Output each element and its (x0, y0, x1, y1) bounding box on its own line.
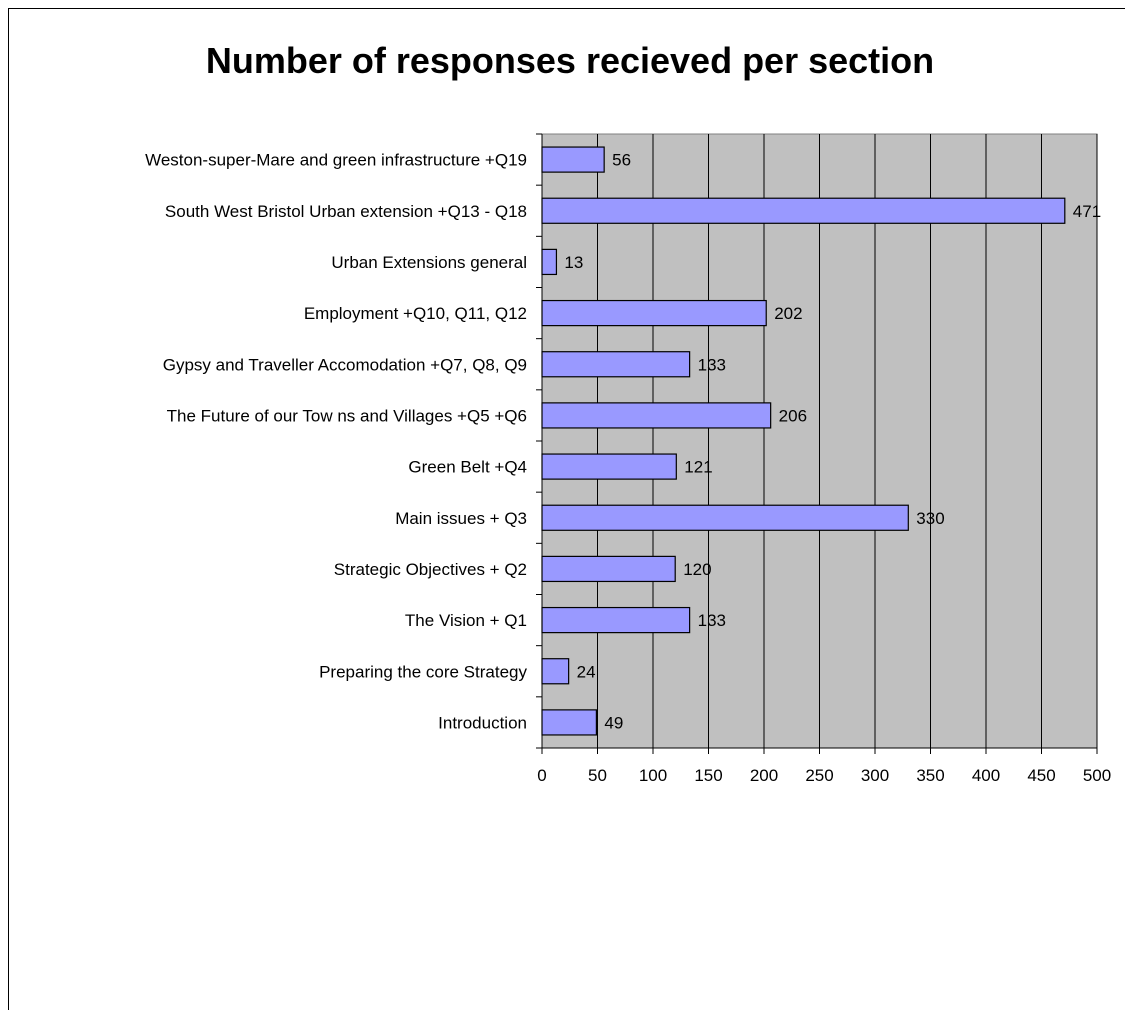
labels: 0 50 100 150 200 250 300 350 400 450 500 Weston-sup… (145, 151, 1111, 785)
axes (536, 133, 1098, 754)
bar (541, 299, 767, 327)
x-tick-label: 500 (1083, 766, 1111, 785)
x-tick-label: 150 (694, 766, 722, 785)
category-label: Strategic Objectives + Q2 (334, 560, 527, 579)
category-label: The Future of our Tow ns and Villages +Q… (167, 406, 527, 425)
category-label: Employment +Q10, Q11, Q12 (304, 304, 527, 323)
data-label: 120 (683, 560, 711, 579)
bar (541, 197, 1066, 224)
data-label: 206 (779, 406, 807, 425)
x-tick-label: 0 (537, 766, 546, 785)
chart-frame (8, 8, 1125, 1010)
x-tick-label: 400 (972, 766, 1000, 785)
category-label: Preparing the core Strategy (319, 662, 527, 681)
category-label: Gypsy and Traveller Accomodation +Q7, Q8… (163, 355, 527, 374)
chart-title: Number of responses recieved per section (205, 40, 935, 81)
bar (541, 606, 691, 634)
category-label: South West Bristol Urban extension +Q13 … (165, 202, 527, 221)
x-tick-label: 200 (750, 766, 778, 785)
bar (541, 146, 605, 173)
bar (541, 709, 597, 736)
bar (541, 504, 909, 531)
data-label: 13 (564, 253, 583, 272)
bar (541, 555, 676, 583)
x-tick-label: 350 (916, 766, 944, 785)
bar (541, 248, 558, 276)
bar (541, 351, 691, 378)
data-label: 56 (612, 151, 631, 170)
data-label: 330 (916, 509, 944, 528)
data-label: 24 (577, 662, 596, 681)
data-label: 133 (698, 355, 726, 374)
data-label: 49 (604, 713, 623, 732)
category-label: Main issues + Q3 (395, 509, 527, 528)
data-label: 121 (684, 458, 712, 477)
bars (541, 146, 1066, 736)
data-label: 471 (1073, 202, 1101, 221)
x-tick-label: 250 (805, 766, 833, 785)
category-label: The Vision + Q1 (405, 611, 527, 630)
category-label: Weston-super-Mare and green infrastructu… (145, 151, 527, 170)
bar (541, 402, 772, 429)
category-label: Introduction (438, 713, 527, 732)
category-label: Urban Extensions general (331, 253, 527, 272)
data-label: 133 (698, 611, 726, 630)
category-label: Green Belt +Q4 (408, 458, 527, 477)
data-label: 202 (774, 304, 802, 323)
gridlines (597, 134, 1098, 748)
x-tick-label: 50 (588, 766, 607, 785)
x-tick-label: 100 (639, 766, 667, 785)
bar (541, 658, 570, 685)
x-tick-label: 300 (861, 766, 889, 785)
x-tick-label: 450 (1027, 766, 1055, 785)
bar (541, 453, 677, 480)
